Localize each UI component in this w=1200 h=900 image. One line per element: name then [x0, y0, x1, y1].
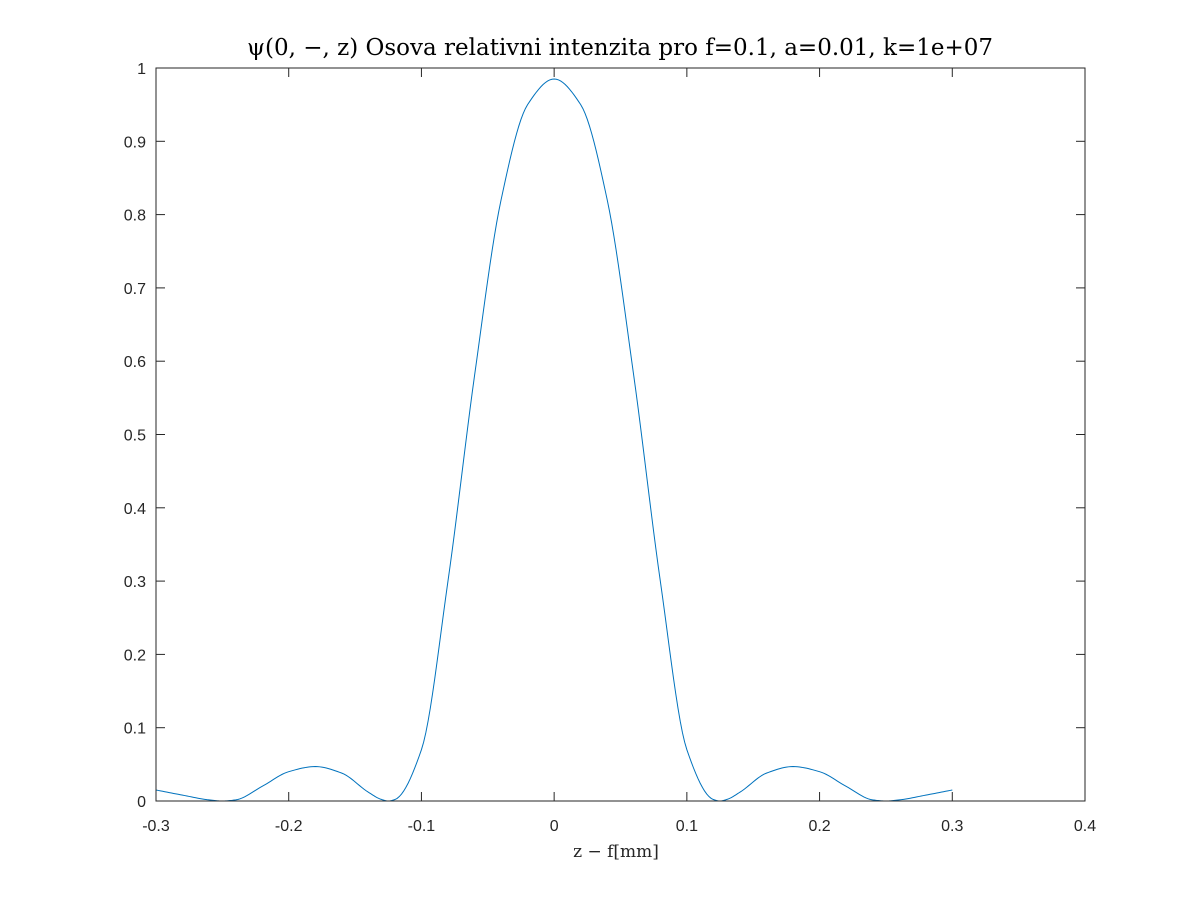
x-tick-label: 0 [550, 818, 559, 835]
x-axis-label: z − f[mm] [573, 842, 659, 862]
y-tick-label: 0.9 [124, 134, 146, 151]
plot-area [156, 68, 1085, 801]
series-line-intensity [155, 78, 953, 802]
x-tick-label: 0.1 [676, 818, 698, 835]
y-tick-label: 0.8 [124, 208, 146, 225]
y-tick-label: 0.1 [124, 721, 146, 738]
x-tick-label: 0.4 [1074, 818, 1096, 835]
y-tick-label: 0 [137, 794, 146, 811]
x-tick-label: 0.2 [808, 818, 830, 835]
y-tick-label: 0.2 [124, 647, 146, 664]
x-tick-label: -0.1 [408, 818, 436, 835]
y-tick-label: 0.7 [124, 281, 146, 298]
x-tick-label: -0.2 [275, 818, 303, 835]
y-tick-label: 0.3 [124, 574, 146, 591]
x-tick-label: -0.3 [142, 818, 170, 835]
axes-box [155, 67, 1086, 802]
chart-title: ψ(0, −, z) Osova relativni intenzita pro… [247, 35, 993, 61]
tick-layer: -0.3 -0.2 -0.1 0 0.1 0.2 0.3 0.4 0 0.1 0.2 0.3 0.4 0.… [124, 61, 1096, 835]
y-tick-label: 1 [137, 61, 146, 78]
y-tick-label: 0.6 [124, 354, 146, 371]
y-tick-label: 0.5 [124, 428, 146, 445]
x-tick-label: 0.3 [941, 818, 963, 835]
y-tick-label: 0.4 [124, 501, 146, 518]
